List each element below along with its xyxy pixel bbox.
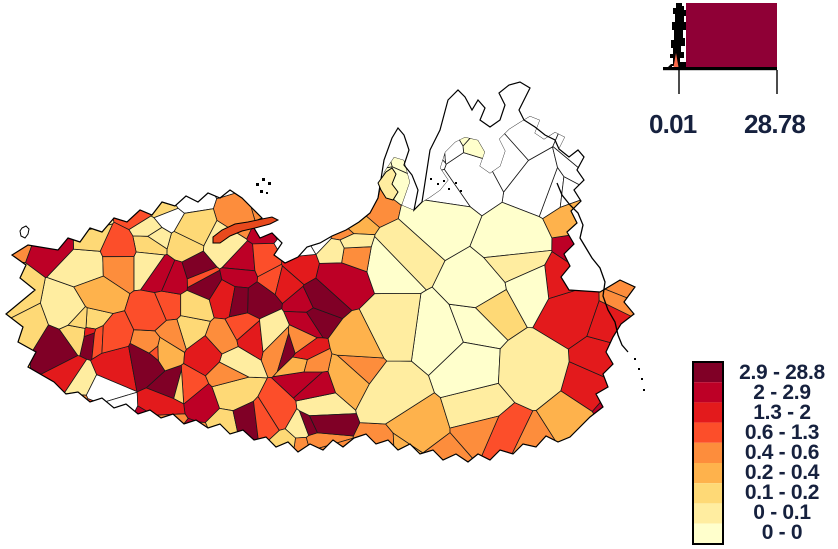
svg-text:0 - 0: 0 - 0 xyxy=(762,521,803,544)
svg-text:0.01: 0.01 xyxy=(649,109,697,139)
svg-text:28.78: 28.78 xyxy=(744,109,805,139)
